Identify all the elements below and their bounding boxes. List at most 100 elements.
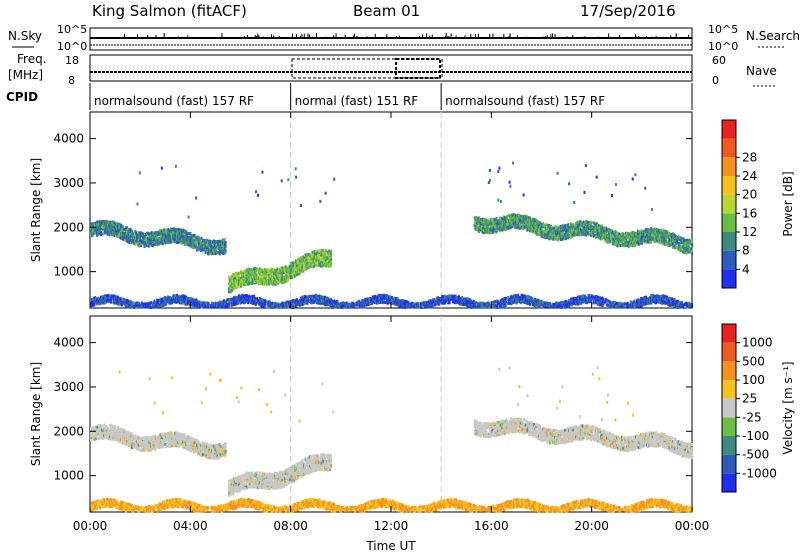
echo-cell [191, 239, 194, 243]
echo-cell [493, 300, 496, 304]
echo-cell [206, 238, 209, 242]
echo-cell [257, 299, 260, 303]
echo-cell [662, 235, 665, 239]
echo-cell [583, 232, 586, 236]
echo-cell [567, 231, 570, 235]
echo-cell [255, 280, 258, 284]
echo-cell [601, 304, 604, 308]
echo-cell [109, 231, 112, 235]
echo-cell [442, 301, 445, 305]
echo-cell [210, 247, 213, 251]
echo-cell [636, 240, 639, 244]
echo-cell [155, 239, 158, 243]
echo-cell [234, 296, 237, 300]
echo-cell [444, 296, 447, 300]
echo-cell [118, 301, 121, 305]
echo-cell [149, 238, 152, 242]
echo-cell [117, 296, 120, 300]
echo-cell [217, 305, 220, 309]
echo-cell [391, 296, 394, 300]
echo-cell [156, 301, 159, 305]
echo-cell [224, 248, 227, 252]
echo-cell [638, 304, 641, 308]
echo-cell [650, 240, 653, 244]
echo-cell [324, 249, 327, 253]
echo-cell [482, 226, 485, 230]
echo-cell [151, 244, 154, 248]
echo-cell [482, 301, 485, 305]
echo-cell [607, 240, 610, 244]
echo-cell [263, 305, 266, 309]
echo-cell [433, 297, 436, 301]
echo-cell [590, 297, 593, 301]
echo-cell [377, 298, 380, 302]
echo-cell [295, 273, 298, 277]
echo-cell [283, 269, 286, 273]
echo-cell [627, 245, 630, 249]
echo-cell [528, 216, 531, 220]
echo-cell [272, 269, 275, 273]
echo-cell [147, 244, 150, 248]
echo-cell [328, 260, 331, 264]
echo-cell [208, 246, 211, 250]
nave-dotted-box [395, 58, 441, 79]
echo-cell [560, 305, 563, 309]
echo-cell [503, 300, 506, 304]
echo-cell [182, 229, 185, 233]
echo-cell [156, 236, 159, 240]
echo-cell [339, 305, 342, 309]
echo-cell [643, 229, 646, 233]
nsky-label: N.Sky [8, 29, 42, 43]
echo-cell [562, 234, 565, 238]
echo-cell [499, 218, 502, 222]
echo-cell [347, 305, 350, 309]
echo-cell [534, 221, 537, 225]
echo-cell [669, 297, 672, 301]
echo-cell [165, 229, 168, 233]
echo-cell [301, 265, 304, 269]
echo-cell [113, 234, 116, 238]
echo-cell [137, 233, 140, 237]
echo-cell [217, 250, 220, 254]
echo-cell [193, 238, 196, 242]
freq-tick-bottom: 8 [68, 74, 75, 87]
echo-cell [468, 301, 471, 305]
echo-cell [531, 222, 534, 226]
echo-cell [680, 240, 683, 244]
echo-cell [177, 240, 180, 244]
echo-cell [369, 297, 372, 301]
echo-cell [165, 302, 168, 306]
echo-cell [264, 299, 267, 303]
echo-cell [198, 247, 201, 251]
echo-cell [253, 279, 256, 283]
echo-cell [513, 215, 516, 219]
echo-cell [671, 240, 674, 244]
echo-cell [667, 241, 670, 245]
echo-cell [610, 229, 613, 233]
echo-cell [608, 228, 611, 232]
echo-cell [482, 305, 485, 309]
echo-cell [201, 303, 204, 307]
echo-cell [482, 231, 485, 235]
echo-cell [200, 236, 203, 240]
echo-cell [682, 237, 685, 241]
echo-cell [328, 249, 331, 253]
echo-cell [492, 302, 495, 306]
echo-cell [643, 235, 646, 239]
echo-cell [113, 221, 116, 225]
echo-cell [633, 299, 636, 303]
echo-cell [626, 304, 629, 308]
echo-cell [93, 221, 96, 225]
echo-cell [616, 232, 619, 236]
echo-cell [358, 299, 361, 303]
echo-cell [322, 299, 325, 303]
echo-cell [309, 258, 312, 262]
echo-cell [600, 224, 603, 228]
echo-cell [290, 305, 293, 309]
echo-cell [667, 235, 670, 239]
echo-cell [237, 285, 240, 289]
echo-cell [139, 236, 142, 240]
echo-cell [299, 271, 302, 275]
echo-cell [297, 257, 300, 261]
echo-cell [623, 302, 626, 306]
